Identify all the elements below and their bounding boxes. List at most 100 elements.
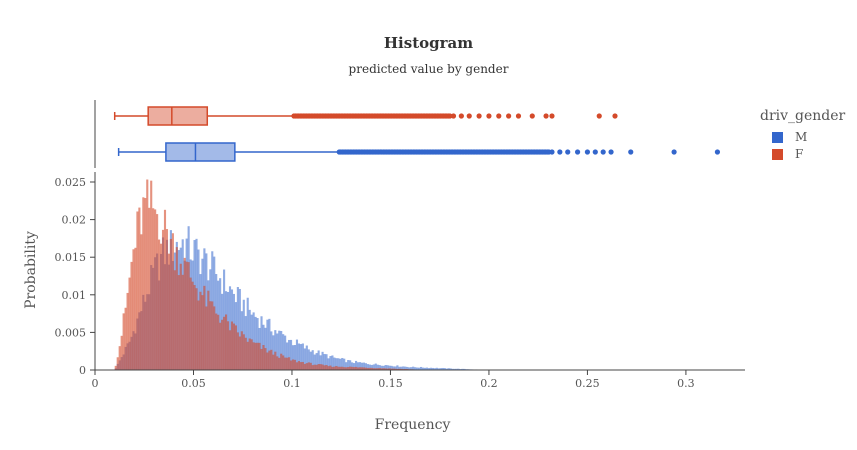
histogram-bar-m[interactable] <box>410 367 413 370</box>
histogram-bar-f[interactable] <box>232 323 235 370</box>
histogram-bar-f[interactable] <box>293 359 297 370</box>
histogram-bar-f[interactable] <box>215 313 218 370</box>
histogram-bar-f[interactable] <box>203 285 206 370</box>
histogram-bar-m[interactable] <box>378 365 381 370</box>
histogram-bar-f[interactable] <box>325 364 328 370</box>
histogram-bar-m[interactable] <box>374 363 377 370</box>
histogram-bar-f[interactable] <box>276 356 279 370</box>
histogram-bar-f[interactable] <box>175 247 178 370</box>
histogram-bar-m[interactable] <box>349 360 352 370</box>
histogram-bar-f[interactable] <box>266 352 269 370</box>
histogram-bar-f[interactable] <box>368 367 371 370</box>
histogram-bar-f[interactable] <box>124 307 127 370</box>
histogram-bar-f[interactable] <box>130 261 133 370</box>
histogram-bar-m[interactable] <box>301 343 304 370</box>
histogram-bar-m[interactable] <box>423 367 427 370</box>
histogram-bar-m[interactable] <box>429 367 432 370</box>
histogram-bar-m[interactable] <box>433 368 436 370</box>
histogram-bar-f[interactable] <box>386 368 389 370</box>
histogram-bar-m[interactable] <box>455 368 458 370</box>
histogram-bar-f[interactable] <box>236 332 239 370</box>
histogram-bar-f[interactable] <box>394 368 397 370</box>
histogram-bar-f[interactable] <box>122 313 125 370</box>
histogram-bar-m[interactable] <box>461 368 464 370</box>
boxplot-f[interactable] <box>113 106 618 126</box>
histogram-bar-f[interactable] <box>317 364 320 370</box>
histogram-bar-f[interactable] <box>356 367 360 370</box>
histogram-bar-f[interactable] <box>248 338 251 370</box>
histogram-bar-f[interactable] <box>297 361 300 370</box>
histogram-bar-m[interactable] <box>311 350 314 370</box>
histogram-bar-m[interactable] <box>388 365 391 370</box>
histogram-bar-f[interactable] <box>226 321 230 370</box>
histogram-bar-f[interactable] <box>185 261 188 370</box>
histogram-bar-f[interactable] <box>244 337 247 370</box>
histogram-bar-m[interactable] <box>290 339 293 370</box>
histogram-bar-m[interactable] <box>268 318 271 370</box>
histogram-bar-f[interactable] <box>272 354 275 370</box>
histogram-bar-f[interactable] <box>280 353 283 370</box>
histogram-bar-m[interactable] <box>266 319 269 370</box>
boxplot-m[interactable] <box>117 142 721 162</box>
histogram-bar-m[interactable] <box>356 362 360 370</box>
histogram-bar-m[interactable] <box>282 334 285 370</box>
histogram-bar-f[interactable] <box>358 367 362 370</box>
histogram-bar-m[interactable] <box>303 348 306 370</box>
histogram-bar-m[interactable] <box>337 358 340 370</box>
histogram-bar-m[interactable] <box>228 286 232 370</box>
histogram-bar-f[interactable] <box>370 367 373 370</box>
histogram-bar-m[interactable] <box>420 366 423 370</box>
histogram-bar-m[interactable] <box>372 364 375 370</box>
histogram-bar-m[interactable] <box>351 362 354 370</box>
histogram-bar-f[interactable] <box>246 341 249 370</box>
histogram-bar-f[interactable] <box>158 239 161 370</box>
histogram-bar-f[interactable] <box>270 349 273 370</box>
histogram-bar-m[interactable] <box>439 368 442 370</box>
histogram-bar-f[interactable] <box>187 262 190 370</box>
histogram-bar-m[interactable] <box>418 367 421 370</box>
histogram-bar-f[interactable] <box>134 247 137 370</box>
histogram-bar-f[interactable] <box>199 291 202 370</box>
histogram-bar-m[interactable] <box>339 358 342 370</box>
histogram-bar-m[interactable] <box>443 368 446 370</box>
histogram-bar-f[interactable] <box>225 314 228 370</box>
histogram-bar-f[interactable] <box>307 362 310 370</box>
histogram-bar-m[interactable] <box>355 360 358 370</box>
histogram-bar-m[interactable] <box>353 363 356 370</box>
histogram-bar-f[interactable] <box>303 363 306 370</box>
legend-item-f[interactable]: F <box>772 147 845 161</box>
histogram-bar-f[interactable] <box>205 306 208 370</box>
histogram-bar-f[interactable] <box>144 198 147 370</box>
histogram-bar-m[interactable] <box>463 368 466 370</box>
histogram-bar-f[interactable] <box>132 249 135 370</box>
histogram-bar-m[interactable] <box>291 345 295 370</box>
histogram-bar-m[interactable] <box>358 362 362 370</box>
histogram-bar-m[interactable] <box>390 365 393 370</box>
histogram-bar-f[interactable] <box>138 207 141 370</box>
histogram-bar-m[interactable] <box>272 335 275 370</box>
histogram-bar-f[interactable] <box>140 234 143 370</box>
histogram-bar-m[interactable] <box>284 335 287 370</box>
histogram-bar-f[interactable] <box>396 368 399 370</box>
histogram-bar-m[interactable] <box>364 363 367 370</box>
histogram-bar-f[interactable] <box>288 357 291 370</box>
histogram-bar-m[interactable] <box>280 330 283 370</box>
histogram-bar-m[interactable] <box>376 364 379 370</box>
histogram-bar-m[interactable] <box>295 339 299 370</box>
histogram-bar-f[interactable] <box>128 277 131 370</box>
histogram-bar-f[interactable] <box>114 365 117 370</box>
histogram-bar-f[interactable] <box>126 292 129 370</box>
histogram-bar-f[interactable] <box>209 301 212 370</box>
histogram-bar-m[interactable] <box>325 354 328 370</box>
histogram-bar-f[interactable] <box>254 342 257 370</box>
histogram-bar-f[interactable] <box>165 229 169 370</box>
histogram-bar-m[interactable] <box>343 358 346 370</box>
histogram-bar-m[interactable] <box>315 353 318 370</box>
histogram-bar-f[interactable] <box>240 331 243 370</box>
histogram-bar-m[interactable] <box>331 355 334 370</box>
histogram-bar-f[interactable] <box>234 325 237 370</box>
histogram-bar-f[interactable] <box>173 270 176 370</box>
histogram-bar-f[interactable] <box>160 243 163 370</box>
histogram-bar-m[interactable] <box>362 362 365 370</box>
histogram-bar-m[interactable] <box>396 365 399 370</box>
